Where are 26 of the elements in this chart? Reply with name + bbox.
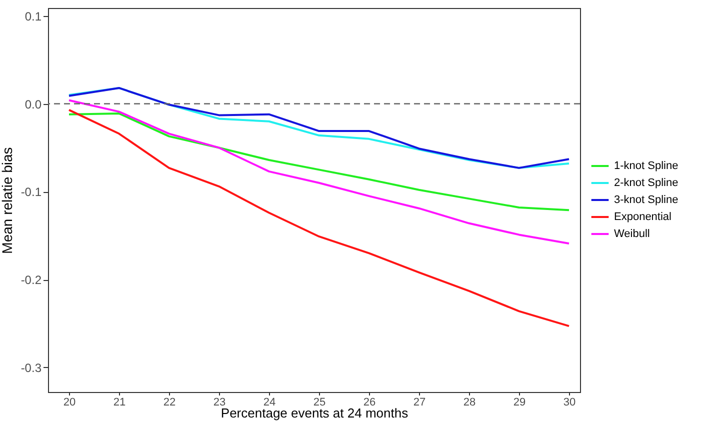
x-tick-label: 20 bbox=[63, 396, 76, 408]
y-tick-label: -0.2 bbox=[20, 273, 42, 288]
x-tick-label: 26 bbox=[363, 396, 376, 408]
x-tick-label: 21 bbox=[113, 396, 126, 408]
line-series bbox=[68, 108, 570, 328]
x-tick-label: 29 bbox=[513, 396, 526, 408]
legend-label: Exponential bbox=[614, 211, 672, 223]
legend-label: 2-knot Spline bbox=[614, 177, 678, 189]
legend-label: 3-knot Spline bbox=[614, 194, 678, 206]
x-tick-label: 22 bbox=[163, 396, 176, 408]
x-tick-label: 23 bbox=[213, 396, 226, 408]
x-tick-label: 28 bbox=[463, 396, 476, 408]
x-tick-label: 25 bbox=[313, 396, 326, 408]
x-axis-title: Percentage events at 24 months bbox=[220, 406, 409, 420]
y-tick-label: 0.0 bbox=[24, 97, 42, 112]
x-tick-label: 30 bbox=[563, 396, 576, 408]
x-tick-label: 24 bbox=[263, 396, 276, 408]
x-tick-label: 27 bbox=[413, 396, 426, 408]
y-tick-label: 0.1 bbox=[24, 9, 42, 24]
y-axis-title: Mean relatie bias bbox=[0, 147, 15, 254]
line-series bbox=[68, 112, 570, 212]
y-tick-label: -0.1 bbox=[20, 185, 42, 200]
y-tick-label: -0.3 bbox=[20, 360, 42, 375]
line-series bbox=[68, 99, 570, 244]
legend-label: Weibull bbox=[614, 228, 650, 240]
legend-label: 1-knot Spline bbox=[614, 160, 678, 172]
